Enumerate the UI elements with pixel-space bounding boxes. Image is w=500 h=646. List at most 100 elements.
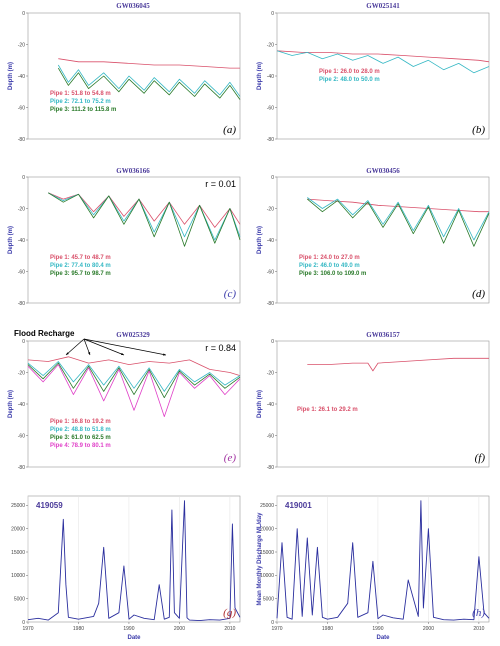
panel-letter: (d) [472,288,485,300]
y-tick-label: -40 [267,402,274,408]
legend-entry: Pipe 3: 106.0 to 109.0 m [299,271,366,277]
y-tick-label: 0 [22,11,25,17]
series-line-2 [307,197,490,241]
y-axis-label: Mean Monthly Discharge ML/day [257,512,263,606]
y-tick-label: -60 [18,269,25,275]
plot-frame [276,495,490,623]
y-tick-label: -20 [18,370,25,376]
y-tick-label: 5000 [14,596,25,602]
y-tick-label: -40 [18,238,25,244]
x-tick-label: 1980 [73,626,84,632]
panel-c: GW036166 0 -20 -40 -60 -80 Depth (m) Pipe 1: 45… [8,167,241,307]
y-tick-label: 15000 [260,550,274,556]
y-tick-label: 0 [271,339,274,345]
series-line-2 [276,50,490,74]
y-tick-label: 0 [22,339,25,345]
x-axis-label: Date [127,635,141,641]
y-tick-label: -60 [18,433,25,439]
x-tick-label: 2000 [423,626,434,632]
gauge-id: 419001 [285,501,312,510]
y-tick-label: -60 [267,105,274,111]
series-line-4 [27,364,241,418]
annotation-arrow [83,338,125,356]
series-line-1 [27,500,241,622]
legend-entry: Pipe 4: 78.9 to 80.1 m [50,443,111,449]
arrow-head [66,352,69,355]
x-tick-label: 1990 [123,626,134,632]
x-tick-label: 1990 [372,626,383,632]
y-tick-label: 25000 [11,503,25,509]
series-line-3 [27,362,241,399]
y-tick-label: -20 [267,370,274,376]
panel-d: GW030456 0 -20 -40 -60 -80 Depth (m) Pipe 1: 24… [257,167,490,307]
y-tick-label: 0 [22,175,25,181]
panel-a: GW036045 0 -20 -40 -60 -80 Depth (m) Pipe 1: 51… [8,2,241,143]
correlation-label: r = 0.84 [205,343,236,353]
annotation-arrow [65,338,85,356]
legend-entry: Pipe 1: 51.8 to 54.8 m [50,91,111,97]
y-axis-label: Depth (m) [8,62,14,90]
series-line-1 [307,357,489,372]
y-tick-label: -20 [267,206,274,212]
correlation-label: r = 0.01 [205,179,236,189]
y-tick-label: 25000 [260,503,274,509]
y-tick-label: -80 [267,301,274,307]
panel-b: GW025141 0 -20 -40 -60 -80 Depth (m) Pipe 1: 26… [257,2,490,143]
y-tick-label: -80 [18,137,25,143]
y-tick-label: 10000 [11,573,25,579]
legend-entry: Pipe 1: 24.0 to 27.0 m [299,255,360,261]
chart-title: GW025141 [366,2,400,10]
y-tick-label: 0 [271,620,274,626]
series-line-2 [57,64,241,97]
panel-letter: (b) [472,124,485,136]
panel-g: 419059 0 5000 10000 15000 20000 25000 1970 1980 1… [11,495,241,641]
y-tick-label: 20000 [11,526,25,532]
annotation-arrow [83,338,91,356]
chart-title: GW025329 [116,331,150,339]
panel-e: GW025329 0 -20 -40 -60 -80 Depth (m) Pipe 1: 16… [8,329,241,471]
x-axis-label: Date [376,635,390,641]
panel-h: 419001 0 5000 10000 15000 20000 25000 1970 1980 1… [257,495,490,641]
legend-entry: Pipe 3: 61.0 to 62.5 m [50,435,111,441]
series-line-3 [57,67,241,100]
y-tick-label: 5000 [263,596,274,602]
x-tick-label: 2010 [473,626,484,632]
y-axis-label: Depth (m) [257,226,263,254]
y-tick-label: -40 [18,74,25,80]
y-axis-label: Depth (m) [8,226,14,254]
arrow-head [163,353,166,356]
annotation-text: Flood Recharge [14,329,75,338]
y-tick-label: -20 [18,42,25,48]
plot-frame [276,176,490,304]
plot-frame [27,12,241,140]
y-tick-label: -60 [18,105,25,111]
arrow-head [121,352,124,356]
legend-entry: Pipe 3: 111.2 to 115.8 m [50,107,116,113]
plot-frame [27,495,241,623]
y-axis-label: Depth (m) [8,390,14,418]
y-tick-label: -40 [267,238,274,244]
plot-frame [276,12,490,140]
legend-entry: Pipe 2: 77.4 to 80.4 m [50,263,111,269]
y-tick-label: 20000 [260,526,274,532]
series-line-1 [276,500,490,621]
chart-title: GW036045 [116,2,150,10]
panel-letter: (h) [472,607,485,619]
panel-letter: (f) [475,452,486,464]
legend-entry: Pipe 1: 26.1 to 29.2 m [297,407,358,413]
x-tick-label: 2010 [224,626,235,632]
y-tick-label: -60 [267,433,274,439]
y-tick-label: -20 [267,42,274,48]
legend-entry: Pipe 2: 72.1 to 75.2 m [50,99,111,105]
series-line-1 [307,198,489,213]
y-tick-label: -80 [18,301,25,307]
y-tick-label: 0 [271,175,274,181]
legend-entry: Pipe 1: 26.0 to 28.0 m [319,69,380,75]
plot-frame [27,176,241,304]
arrow-head [87,352,91,355]
gauge-id: 419059 [36,501,63,510]
chart-title: GW036157 [366,331,400,339]
series-line-1 [27,356,241,376]
x-tick-label: 2000 [174,626,185,632]
